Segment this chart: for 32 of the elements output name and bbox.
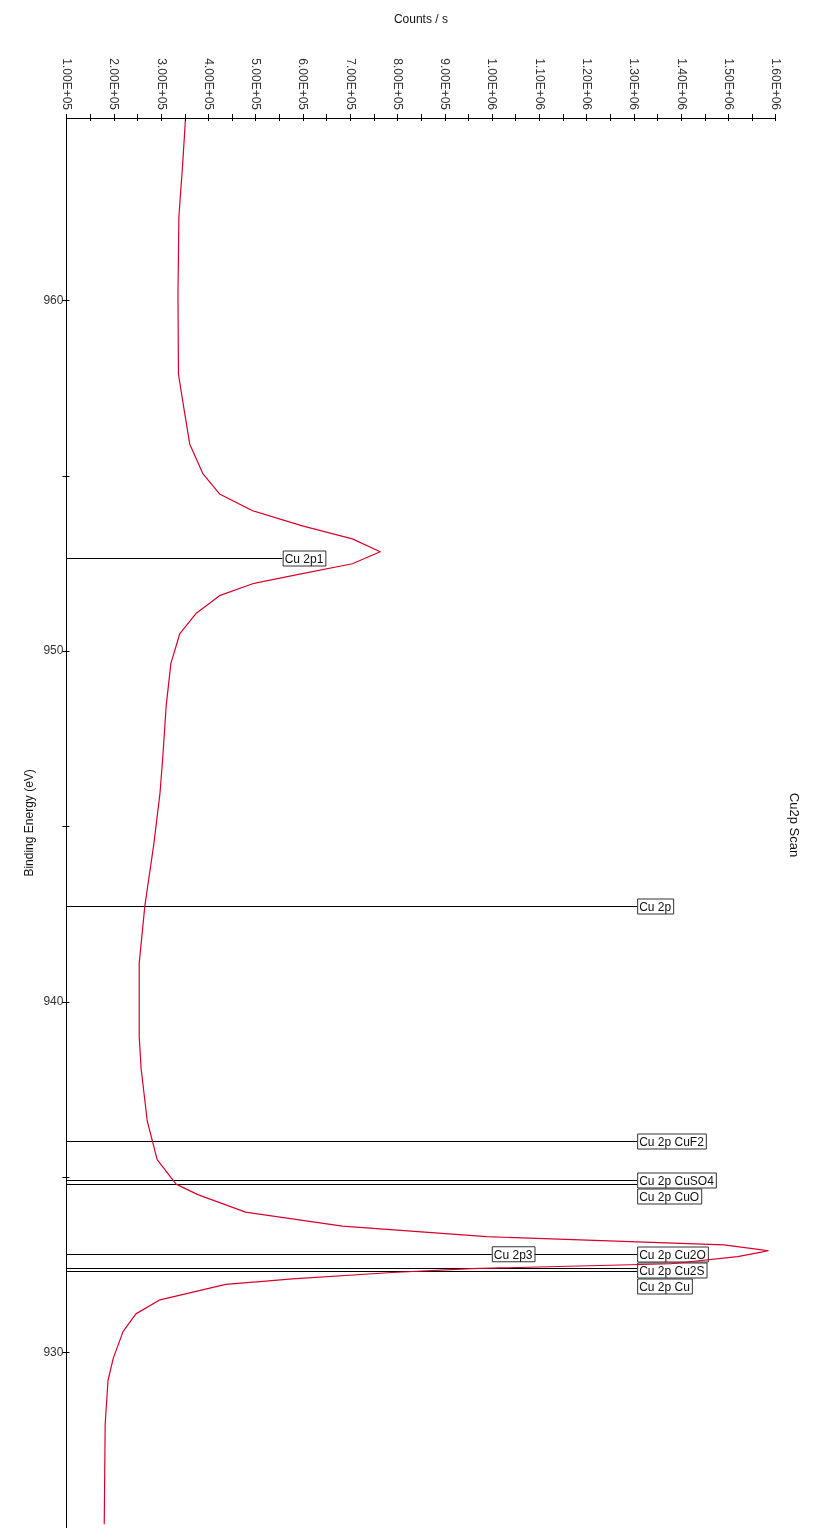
x-tick-label: 1.00E+05 xyxy=(60,58,75,111)
ref-line-label: Cu 2p Cu xyxy=(639,1279,690,1294)
y-tick-label: 960 xyxy=(43,292,64,307)
x-axis-title: Counts / s xyxy=(393,12,448,27)
ref-line-label: Cu 2p CuO xyxy=(639,1189,700,1204)
x-tick-label: 1.00E+06 xyxy=(485,58,500,111)
y-axis-title: Binding Energy (eV) xyxy=(21,769,36,877)
x-tick-label: 1.40E+06 xyxy=(674,58,689,111)
ref-line-label: Cu 2p Cu2O xyxy=(639,1247,706,1262)
x-tick-label: 7.00E+05 xyxy=(343,58,358,111)
y-tick-label: 950 xyxy=(43,643,64,658)
annotation: Cu 2p3 xyxy=(493,1247,533,1262)
x-tick-label: 3.00E+05 xyxy=(154,58,169,111)
ref-line-label: Cu 2p1 xyxy=(284,551,324,566)
y-tick-label: 930 xyxy=(43,1344,64,1359)
x-tick-label: 1.50E+06 xyxy=(721,58,736,111)
x-tick-label: 2.00E+05 xyxy=(107,58,122,111)
x-tick-label: 1.20E+06 xyxy=(580,58,595,111)
x-tick-label: 1.10E+06 xyxy=(532,58,547,111)
x-tick-label: 1.60E+06 xyxy=(769,58,784,111)
x-tick-label: 8.00E+05 xyxy=(390,58,405,111)
x-tick-label: 6.00E+05 xyxy=(296,58,311,111)
ref-line-label: Cu 2p Cu2S xyxy=(639,1263,705,1278)
ref-line-label: Cu 2p CuF2 xyxy=(639,1134,705,1149)
x-tick-label: 9.00E+05 xyxy=(438,58,453,111)
ref-line-label: Cu 2p CuSO4 xyxy=(639,1173,715,1188)
text: Cu2p Scan xyxy=(786,792,802,858)
x-tick-label: 5.00E+05 xyxy=(249,58,264,111)
y-tick-label: 940 xyxy=(43,994,64,1009)
ref-line-label: Cu 2p xyxy=(639,899,672,914)
x-tick-label: 4.00E+05 xyxy=(201,58,216,111)
x-tick-label: 1.30E+06 xyxy=(627,58,642,111)
